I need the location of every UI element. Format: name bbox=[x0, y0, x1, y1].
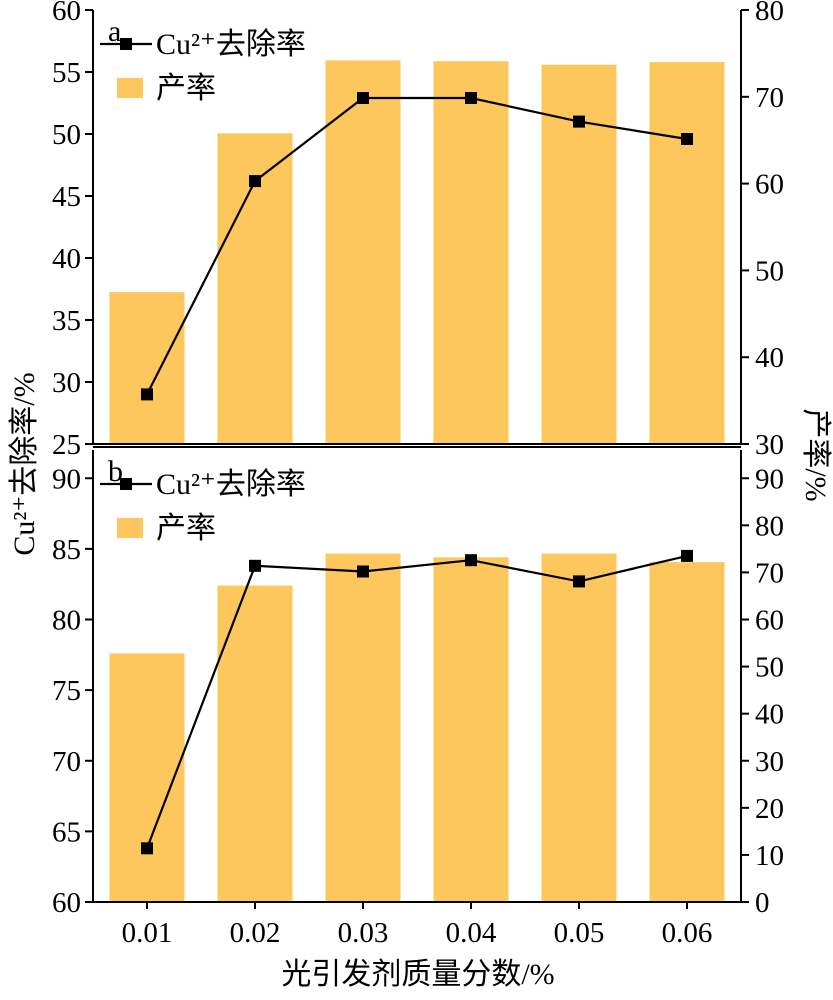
point-cu-removal-0.05 bbox=[573, 115, 585, 128]
right-tick-label: 30 bbox=[755, 429, 784, 461]
bar-yield-0.01 bbox=[109, 653, 185, 902]
right-tick-label: 80 bbox=[755, 510, 784, 542]
left-tick-label: 40 bbox=[52, 243, 81, 275]
legend-label-yield: 产率 bbox=[156, 512, 216, 545]
left-tick-label: 45 bbox=[52, 181, 81, 213]
bar-yield-0.05 bbox=[541, 64, 617, 444]
panel-letter: a bbox=[108, 15, 121, 48]
bar-yield-0.05 bbox=[541, 553, 617, 902]
left-tick-label: 90 bbox=[52, 463, 81, 495]
left-tick-label: 35 bbox=[52, 305, 81, 337]
legend-marker-swatch bbox=[120, 38, 132, 50]
left-tick-label: 80 bbox=[52, 605, 81, 637]
x-tick-label: 0.01 bbox=[122, 917, 173, 949]
point-cu-removal-0.01 bbox=[141, 842, 153, 855]
right-tick-label: 60 bbox=[755, 169, 784, 201]
right-tick-label: 30 bbox=[755, 746, 784, 778]
left-axis-title: Cu²⁺去除率/% bbox=[8, 372, 41, 555]
legend-label-cu-removal: Cu²⁺去除率 bbox=[156, 28, 306, 61]
right-tick-label: 0 bbox=[755, 887, 770, 919]
bar-yield-0.03 bbox=[325, 553, 401, 902]
legend-marker-swatch bbox=[120, 478, 132, 490]
left-tick-label: 55 bbox=[52, 57, 81, 89]
legend-bar-swatch bbox=[117, 78, 143, 98]
right-tick-label: 60 bbox=[755, 605, 784, 637]
bar-yield-0.02 bbox=[217, 585, 293, 902]
panel-letter: b bbox=[108, 455, 123, 488]
bar-yield-0.04 bbox=[433, 61, 509, 444]
left-tick-label: 60 bbox=[52, 887, 81, 919]
x-tick-label: 0.02 bbox=[230, 917, 281, 949]
point-cu-removal-0.01 bbox=[141, 388, 153, 401]
right-tick-label: 20 bbox=[755, 793, 784, 825]
right-tick-label: 40 bbox=[755, 342, 784, 374]
point-cu-removal-0.04 bbox=[465, 554, 477, 567]
line-cu-removal bbox=[146, 96, 688, 395]
legend-bar-swatch bbox=[117, 518, 143, 538]
right-tick-label: 50 bbox=[755, 652, 784, 684]
left-tick-label: 65 bbox=[52, 816, 81, 848]
point-cu-removal-0.04 bbox=[465, 92, 477, 104]
legend-label-yield: 产率 bbox=[156, 72, 216, 105]
bar-yield-0.04 bbox=[433, 557, 509, 902]
point-cu-removal-0.02 bbox=[249, 175, 261, 188]
left-tick-label: 30 bbox=[52, 367, 81, 399]
line-cu-removal bbox=[145, 554, 688, 849]
bar-yield-0.06 bbox=[649, 62, 725, 444]
x-tick-label: 0.06 bbox=[662, 917, 713, 949]
right-tick-label: 10 bbox=[755, 840, 784, 872]
x-tick-label: 0.05 bbox=[554, 917, 605, 949]
right-axis-title: 产率/% bbox=[799, 408, 832, 501]
bar-yield-0.06 bbox=[649, 562, 725, 902]
right-tick-label: 50 bbox=[755, 255, 784, 287]
legend-label-cu-removal: Cu²⁺去除率 bbox=[156, 468, 306, 501]
bar-yield-0.03 bbox=[325, 60, 401, 445]
x-tick-label: 0.03 bbox=[338, 917, 389, 949]
left-tick-label: 85 bbox=[52, 534, 81, 566]
panel-b: 60 65 70 75 80 85 90 0 10 20 30 40 50 60 70 80 90 0.01 0.0… bbox=[52, 450, 784, 949]
point-cu-removal-0.05 bbox=[573, 575, 585, 588]
left-tick-label: 75 bbox=[52, 675, 81, 707]
right-tick-label: 70 bbox=[755, 557, 784, 589]
right-tick-label: 70 bbox=[755, 82, 784, 114]
point-cu-removal-0.03 bbox=[357, 565, 369, 578]
left-tick-label: 60 bbox=[52, 0, 81, 27]
left-tick-label: 50 bbox=[52, 119, 81, 151]
right-tick-label: 80 bbox=[755, 0, 784, 27]
right-tick-label: 90 bbox=[755, 463, 784, 495]
point-cu-removal-0.03 bbox=[357, 92, 369, 104]
x-tick-label: 0.04 bbox=[446, 917, 497, 949]
left-tick-label: 25 bbox=[52, 429, 81, 461]
right-tick-label: 40 bbox=[755, 699, 784, 731]
point-cu-removal-0.02 bbox=[249, 559, 261, 572]
x-axis-title: 光引发剂质量分数/% bbox=[281, 958, 554, 991]
bar-yield-0.01 bbox=[109, 292, 185, 444]
point-cu-removal-0.06 bbox=[681, 549, 693, 562]
left-tick-label: 70 bbox=[52, 746, 81, 778]
point-cu-removal-0.06 bbox=[681, 133, 693, 145]
